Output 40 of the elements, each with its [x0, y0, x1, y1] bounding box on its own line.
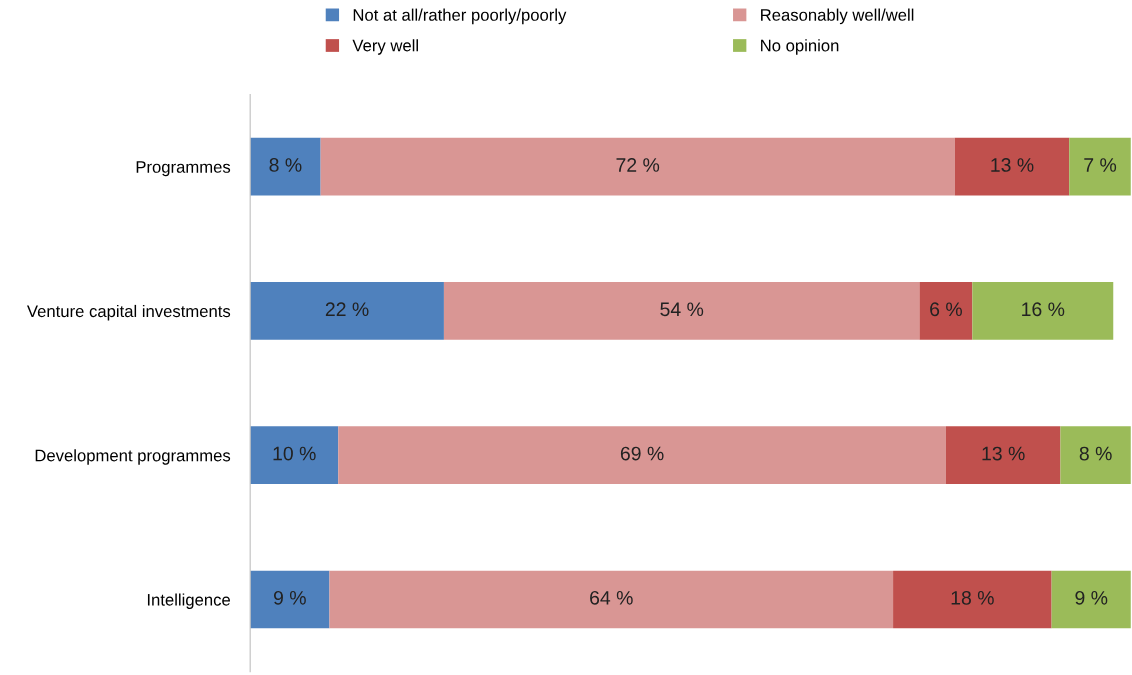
data-label: 9 %	[273, 590, 306, 605]
data-label: 8 %	[1079, 446, 1112, 461]
data-label: 13 %	[991, 158, 1034, 172]
data-label: 7 %	[1084, 158, 1117, 172]
bar	[1051, 570, 1131, 629]
bar	[320, 137, 955, 196]
bar	[443, 282, 920, 340]
data-label: 18 %	[951, 590, 994, 605]
data-label: 13 %	[982, 446, 1025, 461]
bar	[250, 282, 444, 340]
bar	[919, 282, 973, 340]
data-label: 6 %	[930, 302, 962, 317]
legend-label: Reasonably well/well	[761, 8, 914, 25]
bar	[329, 570, 894, 629]
bar	[250, 426, 339, 485]
data-label: 64 %	[590, 590, 633, 605]
y-tick-label: Intelligence	[147, 593, 230, 609]
data-label: 22 %	[325, 302, 369, 317]
data-label: 72 %	[616, 158, 660, 172]
y-tick-label: Venture capital investments	[26, 304, 231, 321]
legend-label: Very well	[352, 39, 418, 55]
bar	[972, 282, 1114, 340]
data-label: 16 %	[1022, 302, 1065, 317]
bar	[893, 570, 1052, 629]
data-label: 54 %	[660, 302, 704, 317]
legend-label: Not at all/rather poorly/poorly	[353, 8, 567, 25]
data-label: 10 %	[273, 446, 316, 461]
bar	[954, 137, 1070, 196]
data-label: 69 %	[620, 446, 664, 461]
bar	[1069, 137, 1131, 196]
data-label: 9 %	[1075, 590, 1108, 605]
bar	[250, 137, 321, 196]
bar	[338, 426, 946, 485]
y-tick-label: Programmes	[136, 161, 231, 177]
data-label: 8 %	[269, 158, 302, 172]
bar	[250, 570, 330, 629]
y-tick-label: Development programmes	[35, 449, 231, 465]
legend-label: No opinion	[761, 39, 839, 55]
bar	[945, 426, 1061, 485]
bar	[1060, 426, 1131, 485]
